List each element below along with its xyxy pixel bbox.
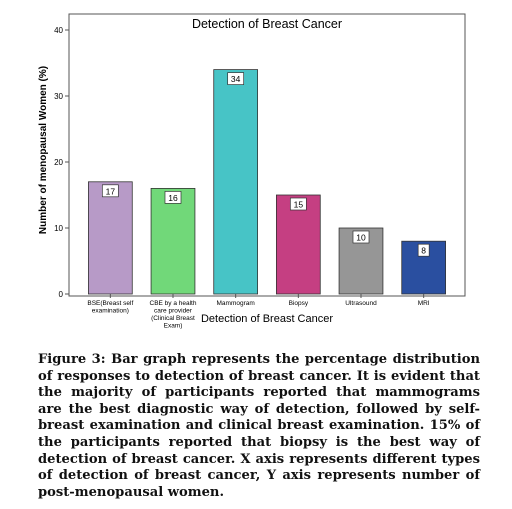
y-tick-label: 20 (54, 158, 63, 167)
data-label: 10 (356, 233, 366, 243)
y-axis-label: Number of menopausal Women (%) (38, 66, 49, 234)
data-label-box (417, 243, 430, 257)
data-label-box (227, 72, 245, 85)
data-label: 17 (106, 186, 116, 196)
bar (88, 181, 133, 295)
bar-chart: Detection of Breast Cancer Number of men… (38, 13, 466, 330)
x-axis: BSE(Breast self examination) CBE by a heal… (87, 294, 430, 330)
plot-frame (68, 13, 466, 297)
y-tick-label: 40 (54, 26, 63, 35)
x-axis-label: Detection of Breast Cancer (201, 313, 333, 325)
x-tick-label: BSE(Breast self examination) (87, 300, 133, 315)
chart-title: Detection of Breast Cancer (192, 17, 342, 31)
x-tick-label: Biopsy (289, 300, 309, 307)
chart-area: Detection of Breast Cancer Number of men… (38, 13, 466, 330)
figure-label: Figure 3: (38, 352, 106, 367)
data-label: 8 (421, 246, 426, 256)
bars-group: 17 16 34 15 10 8 (88, 69, 447, 295)
data-label-box (164, 191, 182, 204)
x-tick-label: CBE by a health care provider (Clinical Br… (150, 300, 197, 330)
data-label-box (289, 197, 307, 211)
data-label-box (352, 230, 370, 244)
data-label: 34 (231, 74, 241, 84)
x-tick-label: Mammogram (217, 300, 255, 307)
x-tick-label: MRI (418, 300, 430, 307)
data-label: 16 (168, 193, 178, 203)
bar (150, 187, 196, 295)
data-label: 15 (294, 200, 304, 210)
data-label-box (101, 184, 119, 198)
figure-caption: Figure 3: Bar graph represents the perce… (38, 352, 480, 501)
x-tick-label: Ultrasound (345, 300, 377, 307)
y-tick-label: 0 (59, 290, 64, 299)
bar (213, 69, 259, 295)
y-axis: 0 10 20 30 40 (54, 26, 69, 299)
caption-text: Bar graph represents the percentage dist… (38, 352, 480, 500)
y-tick-label: 30 (54, 92, 63, 101)
y-tick-label: 10 (54, 224, 63, 233)
